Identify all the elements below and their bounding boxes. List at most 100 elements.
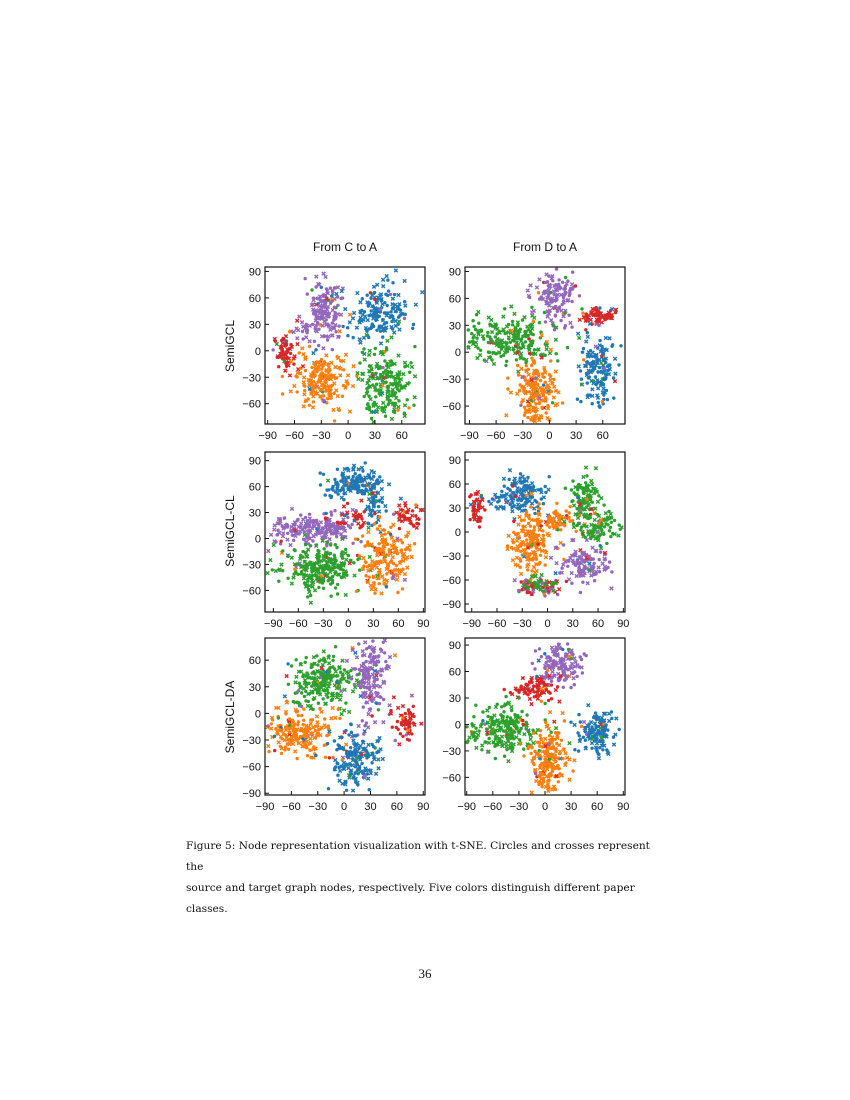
source-node-circle [543, 380, 547, 384]
source-node-circle [323, 552, 327, 557]
source-node-circle [317, 525, 321, 530]
source-node-circle [542, 289, 547, 293]
target-node-cross [303, 355, 308, 360]
source-node-circle [540, 785, 544, 789]
source-node-circle [543, 484, 547, 489]
source-node-circle [601, 382, 606, 387]
target-node-cross [310, 573, 316, 578]
source-node-circle [314, 285, 318, 289]
source-node-circle [326, 787, 331, 791]
source-node-circle [367, 575, 371, 579]
source-node-circle [325, 313, 330, 318]
target-node-cross [512, 311, 517, 316]
target-node-cross [382, 540, 388, 546]
source-node-circle [412, 714, 416, 719]
source-node-circle [295, 375, 299, 379]
target-node-cross [520, 474, 525, 479]
target-node-cross [371, 284, 377, 289]
source-node-circle [339, 575, 344, 580]
source-node-circle [341, 324, 345, 329]
target-node-cross [515, 350, 520, 356]
source-node-circle [315, 691, 320, 695]
target-node-cross [327, 537, 332, 542]
source-node-circle [524, 334, 528, 338]
source-node-circle [514, 358, 519, 362]
target-node-cross [607, 336, 612, 341]
source-node-circle [524, 488, 528, 492]
target-node-cross [518, 351, 524, 356]
target-node-cross [412, 395, 417, 400]
source-node-circle [284, 712, 288, 716]
target-node-cross [534, 391, 539, 396]
source-node-circle [278, 353, 282, 358]
target-node-cross [587, 561, 592, 566]
target-node-cross [393, 546, 399, 551]
source-node-circle [562, 719, 567, 723]
target-node-cross [336, 572, 341, 577]
target-node-cross [352, 573, 357, 578]
target-node-cross [300, 363, 306, 369]
target-node-cross [548, 555, 554, 560]
target-node-cross [302, 392, 307, 397]
target-node-cross [553, 403, 558, 408]
source-node-circle [538, 336, 543, 340]
source-node-circle [346, 334, 350, 338]
source-node-circle [549, 697, 554, 701]
source-node-circle [283, 745, 288, 749]
target-node-cross [295, 341, 300, 347]
source-node-circle [531, 558, 535, 562]
source-node-circle [556, 528, 560, 532]
target-node-cross [369, 468, 374, 474]
target-node-cross [337, 778, 342, 783]
x-tick-label: −30 [308, 801, 327, 813]
target-node-cross [338, 531, 344, 537]
source-node-circle [361, 705, 365, 709]
target-node-cross [385, 561, 391, 567]
target-node-cross [397, 742, 402, 747]
source-node-circle [605, 541, 609, 546]
source-node-circle [541, 776, 546, 780]
source-node-circle [517, 696, 521, 700]
target-node-cross [338, 693, 343, 698]
target-node-cross [550, 305, 556, 310]
source-node-circle [324, 389, 328, 393]
source-node-circle [518, 505, 522, 509]
target-node-cross [543, 398, 548, 403]
source-node-circle [394, 309, 398, 314]
source-node-circle [382, 582, 386, 586]
y-tick-label: 90 [249, 266, 261, 278]
source-node-circle [468, 495, 472, 499]
source-node-circle [368, 291, 373, 295]
target-node-cross [603, 335, 608, 341]
source-node-circle [494, 352, 498, 356]
source-node-circle [538, 728, 543, 733]
source-node-circle [547, 519, 551, 523]
target-node-cross [374, 316, 380, 322]
target-node-cross [356, 723, 361, 729]
target-node-cross [378, 498, 383, 503]
target-node-cross [534, 413, 539, 418]
source-node-circle [541, 529, 545, 533]
source-node-circle [270, 718, 275, 722]
target-node-cross [586, 501, 592, 507]
source-node-circle [326, 362, 331, 366]
source-node-circle [303, 660, 307, 664]
target-node-cross [310, 405, 316, 410]
source-node-circle [565, 345, 570, 350]
source-node-circle [375, 527, 380, 531]
target-node-cross [340, 536, 345, 541]
target-node-cross [340, 781, 345, 786]
target-node-cross [585, 581, 590, 586]
source-node-circle [525, 590, 529, 595]
source-node-circle [526, 568, 530, 572]
target-node-cross [612, 378, 618, 384]
source-node-circle [286, 576, 290, 580]
target-node-cross [272, 527, 277, 532]
source-node-circle [341, 368, 346, 372]
target-node-cross [392, 407, 397, 412]
target-node-cross [317, 294, 323, 299]
target-node-cross [294, 318, 300, 323]
source-node-circle [606, 523, 610, 527]
target-node-cross [317, 530, 322, 536]
source-node-circle [385, 361, 389, 366]
